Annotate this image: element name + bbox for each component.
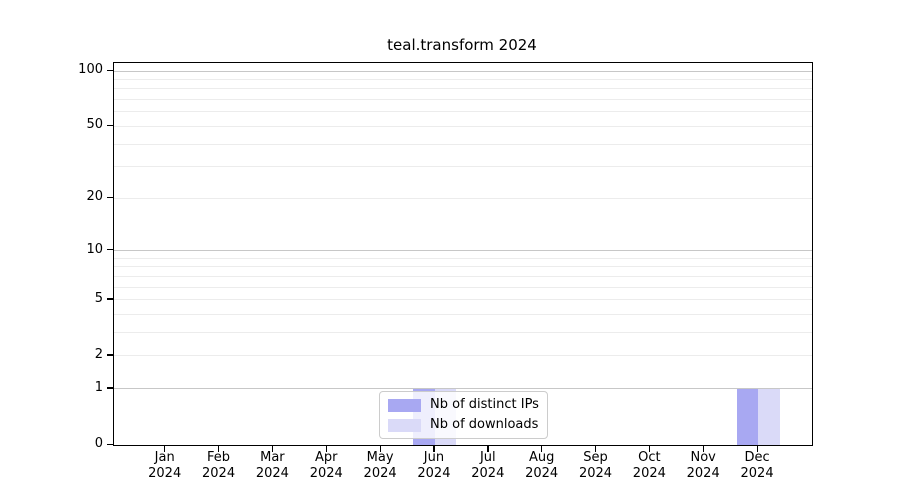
x-tick-label: Feb 2024: [191, 450, 247, 482]
x-tick-mark: [487, 445, 489, 452]
minor-gridline: [114, 111, 812, 113]
x-tick-mark: [164, 445, 166, 452]
x-tick-mark: [271, 445, 274, 452]
bar-dec-downloads: [758, 388, 780, 445]
y-tick-mark: [107, 354, 113, 356]
x-tick-year: 2024: [525, 466, 559, 481]
x-tick-mark: [379, 445, 381, 452]
minor-gridline: [114, 88, 812, 90]
x-tick-month: Sep: [583, 450, 608, 465]
minor-gridline: [114, 257, 812, 259]
x-tick-mark: [325, 445, 328, 452]
x-tick-label: Jan 2024: [137, 450, 193, 482]
minor-gridline: [114, 143, 812, 145]
minor-gridline: [114, 78, 812, 80]
x-tick-year: 2024: [202, 466, 236, 481]
y-tick-label: 100: [78, 62, 103, 77]
major-gridline: [114, 70, 812, 72]
y-tick-label: 50: [86, 117, 103, 133]
x-tick-label: Apr 2024: [298, 450, 354, 482]
y-tick-mark: [107, 298, 113, 300]
x-tick-year: 2024: [363, 466, 397, 481]
y-tick-mark: [107, 196, 113, 199]
x-tick-mark: [595, 445, 597, 452]
minor-gridline: [114, 314, 812, 316]
x-tick-label: Oct 2024: [621, 450, 677, 482]
legend: Nb of distinct IPs Nb of downloads: [379, 391, 548, 439]
x-tick-year: 2024: [417, 466, 451, 481]
minor-gridline: [114, 166, 812, 168]
major-gridline: [114, 388, 812, 390]
minor-gridline: [114, 332, 812, 334]
x-tick-year: 2024: [471, 466, 505, 481]
minor-gridline: [114, 275, 812, 277]
chart-title: teal.transform 2024: [387, 36, 537, 54]
x-tick-mark: [433, 445, 435, 452]
x-tick-label: Jun 2024: [406, 450, 462, 482]
minor-gridline: [114, 355, 812, 357]
x-tick-year: 2024: [740, 466, 774, 481]
x-tick-month: Aug: [528, 450, 555, 465]
y-tick-label: 10: [86, 241, 103, 257]
y-tick-label: 2: [94, 346, 103, 362]
x-tick-year: 2024: [148, 466, 182, 481]
y-tick-label: 0: [94, 436, 103, 451]
x-tick-mark: [648, 445, 651, 452]
bar-dec-ips: [736, 388, 759, 445]
x-tick-year: 2024: [309, 466, 343, 481]
y-tick-label: 5: [94, 290, 103, 306]
y-tick-mark: [107, 69, 113, 71]
y-tick-mark: [107, 443, 113, 445]
legend-row: Nb of downloads: [388, 418, 539, 432]
minor-gridline: [114, 125, 812, 127]
x-tick-month: Jan: [154, 450, 175, 465]
legend-label: Nb of downloads: [430, 417, 539, 432]
y-tick-label: 1: [94, 379, 103, 395]
y-tick-label: 20: [86, 189, 103, 205]
y-tick-mark: [107, 387, 113, 389]
minor-gridline: [114, 197, 812, 199]
x-tick-year: 2024: [255, 466, 289, 481]
x-tick-month: Jul: [479, 450, 496, 465]
x-tick-year: 2024: [578, 466, 613, 481]
legend-label: Nb of distinct IPs: [430, 397, 539, 412]
x-tick-month: Oct: [638, 450, 661, 465]
plot-area: [113, 62, 813, 446]
x-tick-mark: [702, 445, 704, 452]
x-tick-mark: [541, 445, 543, 452]
x-tick-month: Feb: [207, 450, 231, 465]
x-tick-month: Apr: [315, 450, 338, 465]
major-gridline: [114, 250, 812, 252]
minor-gridline: [114, 266, 812, 268]
x-tick-mark: [756, 445, 758, 452]
x-tick-label: Sep 2024: [568, 450, 624, 482]
x-tick-month: Nov: [690, 450, 716, 465]
minor-gridline: [114, 99, 812, 101]
x-tick-year: 2024: [686, 466, 720, 481]
x-tick-label: Aug 2024: [514, 450, 570, 482]
x-tick-label: May 2024: [352, 450, 408, 482]
x-tick-label: Jul 2024: [460, 450, 516, 482]
x-tick-month: Mar: [260, 450, 285, 465]
x-tick-month: Jun: [423, 450, 445, 465]
x-tick-label: Dec 2024: [729, 450, 785, 482]
y-tick-mark: [107, 249, 113, 251]
x-tick-year: 2024: [632, 466, 666, 481]
y-tick-mark: [107, 124, 113, 127]
legend-swatch: [388, 418, 421, 432]
minor-gridline: [114, 286, 812, 288]
x-tick-mark: [218, 445, 220, 452]
minor-gridline: [114, 299, 812, 301]
x-tick-month: May: [366, 450, 394, 465]
x-tick-label: Mar 2024: [244, 450, 300, 482]
x-tick-label: Nov 2024: [675, 450, 731, 482]
legend-row: Nb of distinct IPs: [388, 398, 539, 412]
x-tick-month: Dec: [744, 450, 770, 465]
legend-swatch: [388, 398, 421, 412]
